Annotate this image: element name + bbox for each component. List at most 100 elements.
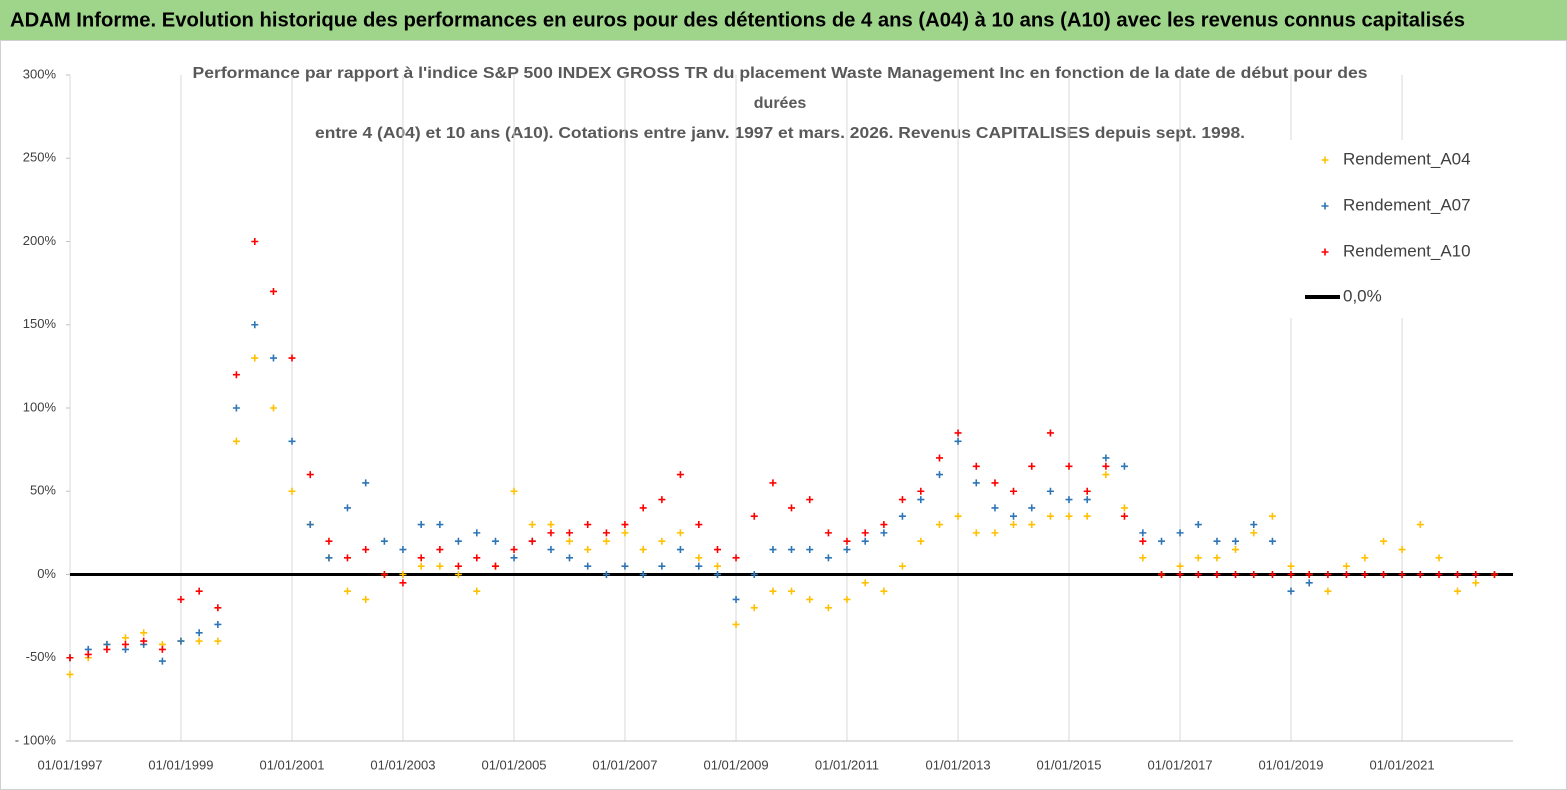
y-tick-label: 200% bbox=[23, 233, 57, 248]
data-point bbox=[565, 537, 573, 545]
data-point bbox=[732, 554, 740, 562]
data-point bbox=[602, 571, 610, 578]
data-point bbox=[1398, 571, 1406, 578]
data-point bbox=[695, 562, 703, 570]
data-point bbox=[732, 620, 740, 628]
data-point bbox=[898, 512, 906, 520]
data-point bbox=[158, 657, 166, 665]
data-point bbox=[362, 595, 370, 603]
data-point bbox=[972, 529, 980, 537]
data-point bbox=[750, 512, 758, 520]
data-point bbox=[343, 587, 351, 595]
data-point bbox=[658, 562, 666, 570]
data-point bbox=[1010, 487, 1018, 495]
data-point bbox=[676, 546, 684, 554]
data-point bbox=[1139, 529, 1147, 537]
data-point bbox=[676, 471, 684, 479]
data-point bbox=[824, 554, 832, 562]
data-point bbox=[1305, 571, 1313, 578]
data-point bbox=[750, 604, 758, 612]
data-point bbox=[306, 521, 314, 529]
data-point bbox=[140, 629, 148, 637]
data-point bbox=[251, 238, 259, 245]
data-point bbox=[658, 496, 666, 504]
data-point bbox=[584, 521, 592, 529]
data-point bbox=[473, 529, 481, 537]
data-point bbox=[1194, 571, 1202, 578]
data-point bbox=[380, 537, 388, 545]
data-point bbox=[1213, 537, 1221, 545]
data-point bbox=[214, 637, 222, 645]
data-point bbox=[454, 562, 462, 570]
y-tick-label: 300% bbox=[23, 66, 57, 81]
data-point bbox=[1342, 571, 1350, 578]
data-point bbox=[1232, 537, 1240, 545]
data-point bbox=[269, 354, 277, 362]
data-point bbox=[1213, 554, 1221, 562]
data-point bbox=[1010, 512, 1018, 520]
y-tick-label: 100% bbox=[23, 399, 57, 414]
data-point bbox=[214, 604, 222, 612]
data-point bbox=[565, 554, 573, 562]
data-point bbox=[269, 287, 277, 295]
data-point bbox=[66, 670, 74, 678]
data-point bbox=[343, 504, 351, 512]
data-point bbox=[1232, 546, 1240, 554]
data-point bbox=[547, 546, 555, 554]
data-point bbox=[917, 537, 925, 545]
data-point bbox=[1194, 554, 1202, 562]
data-point bbox=[436, 546, 444, 554]
data-point bbox=[991, 529, 999, 537]
data-point bbox=[1287, 587, 1295, 595]
data-point bbox=[380, 571, 388, 578]
data-point bbox=[288, 354, 296, 362]
data-point bbox=[602, 537, 610, 545]
data-point bbox=[1324, 571, 1332, 578]
data-point bbox=[750, 571, 758, 578]
data-point bbox=[806, 496, 814, 504]
data-point bbox=[325, 537, 333, 545]
data-point bbox=[1028, 462, 1036, 470]
data-point bbox=[491, 562, 499, 570]
data-point bbox=[1194, 521, 1202, 529]
data-point bbox=[769, 479, 777, 487]
data-point bbox=[1102, 454, 1110, 462]
y-tick-label: 150% bbox=[23, 316, 57, 331]
data-point bbox=[325, 554, 333, 562]
data-point bbox=[954, 437, 962, 445]
data-point bbox=[788, 587, 795, 595]
data-point bbox=[1472, 579, 1480, 587]
data-point bbox=[288, 437, 296, 445]
y-tick-label: -50% bbox=[26, 649, 57, 664]
data-point bbox=[1120, 504, 1128, 512]
data-point bbox=[584, 546, 592, 554]
data-point bbox=[1398, 546, 1406, 554]
data-point bbox=[399, 546, 407, 554]
data-point bbox=[1065, 512, 1073, 520]
data-point bbox=[954, 512, 962, 520]
data-point bbox=[1250, 529, 1258, 537]
x-tick-label: 01/01/2021 bbox=[1370, 757, 1435, 772]
data-point bbox=[769, 587, 777, 595]
data-point bbox=[788, 504, 795, 512]
data-point bbox=[1361, 554, 1369, 562]
data-point bbox=[788, 546, 795, 554]
data-point bbox=[1139, 554, 1147, 562]
data-point bbox=[991, 504, 999, 512]
data-point bbox=[1176, 529, 1184, 537]
data-point bbox=[158, 645, 166, 653]
chart-title: durées bbox=[754, 95, 807, 112]
x-tick-label: 01/01/2011 bbox=[815, 757, 879, 772]
data-point bbox=[880, 587, 888, 595]
chart-title: entre 4 (A04) et 10 ans (A10). Cotations… bbox=[315, 125, 1245, 142]
data-point bbox=[1490, 571, 1498, 578]
data-point bbox=[1176, 562, 1184, 570]
data-point bbox=[861, 579, 869, 587]
data-point bbox=[639, 546, 647, 554]
data-point bbox=[214, 620, 222, 628]
data-point bbox=[713, 562, 721, 570]
legend-label: Rendement_A04 bbox=[1343, 149, 1471, 168]
legend-marker bbox=[1321, 156, 1329, 164]
